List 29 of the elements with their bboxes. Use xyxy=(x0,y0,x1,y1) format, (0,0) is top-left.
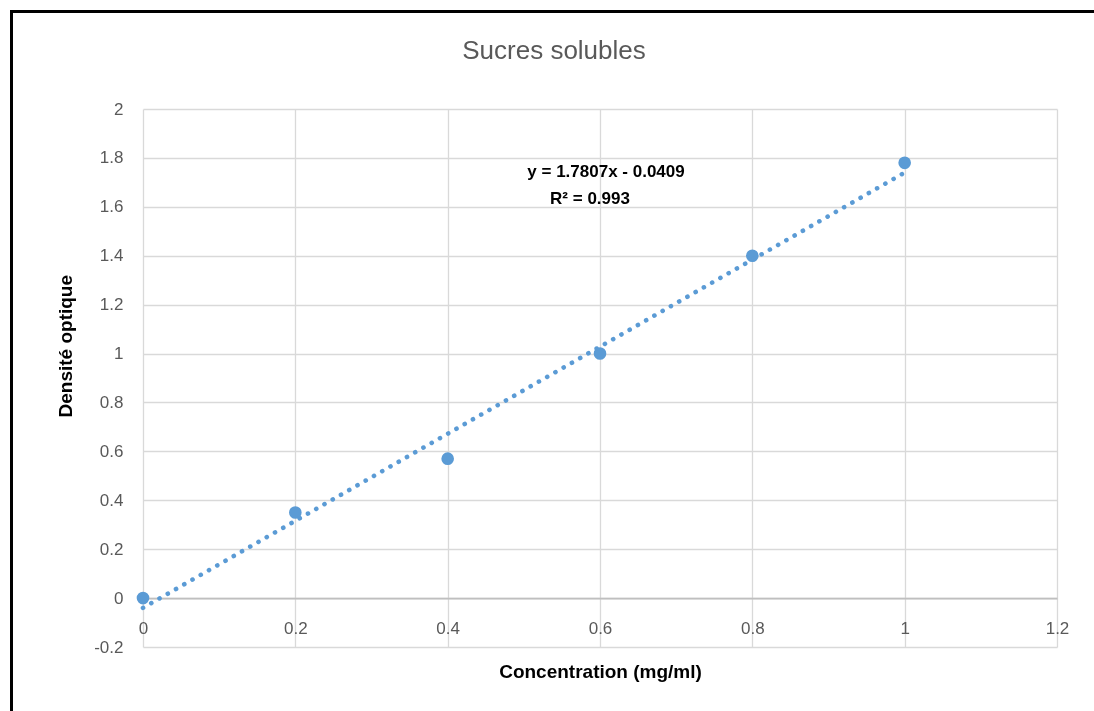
x-axis-title: Concentration (mg/ml) xyxy=(499,660,702,682)
x-tick-label: 0.8 xyxy=(741,618,765,638)
y-tick-label: -0.2 xyxy=(94,637,124,657)
x-tick-label: 0.6 xyxy=(588,618,613,638)
y-tick-label: 1 xyxy=(114,344,124,364)
point xyxy=(289,506,302,519)
x-tick-label: 1.2 xyxy=(1045,618,1070,638)
y-tick-label: 1.6 xyxy=(99,197,124,217)
y-axis-title: Densité optique xyxy=(55,274,77,418)
x-tick-label: 1 xyxy=(900,618,910,638)
x-tick-label: 0.2 xyxy=(284,618,308,638)
annotation: y = 1.7807x - 0.0409 xyxy=(527,162,685,181)
y-tick-label: 1.8 xyxy=(99,148,124,168)
x-tick-label: 0 xyxy=(138,618,149,638)
y-tick-label: 1.4 xyxy=(99,246,124,266)
x-tick-label: 0.4 xyxy=(436,618,460,638)
point xyxy=(441,452,454,466)
annotation: R² = 0.993 xyxy=(550,189,630,208)
point xyxy=(898,156,911,170)
y-tick-label: 0.8 xyxy=(99,392,124,412)
chart-title: Sucres solubles xyxy=(462,35,646,65)
y-tick-label: 2 xyxy=(114,99,124,119)
y-tick-label: 0.2 xyxy=(99,539,124,559)
point xyxy=(136,591,150,605)
y-tick-label: 0.4 xyxy=(99,490,124,510)
point xyxy=(593,347,607,360)
y-tick-label: 1.2 xyxy=(99,295,124,315)
y-tick-label: 0.6 xyxy=(99,441,124,461)
y-tick-label: 0 xyxy=(114,588,124,608)
